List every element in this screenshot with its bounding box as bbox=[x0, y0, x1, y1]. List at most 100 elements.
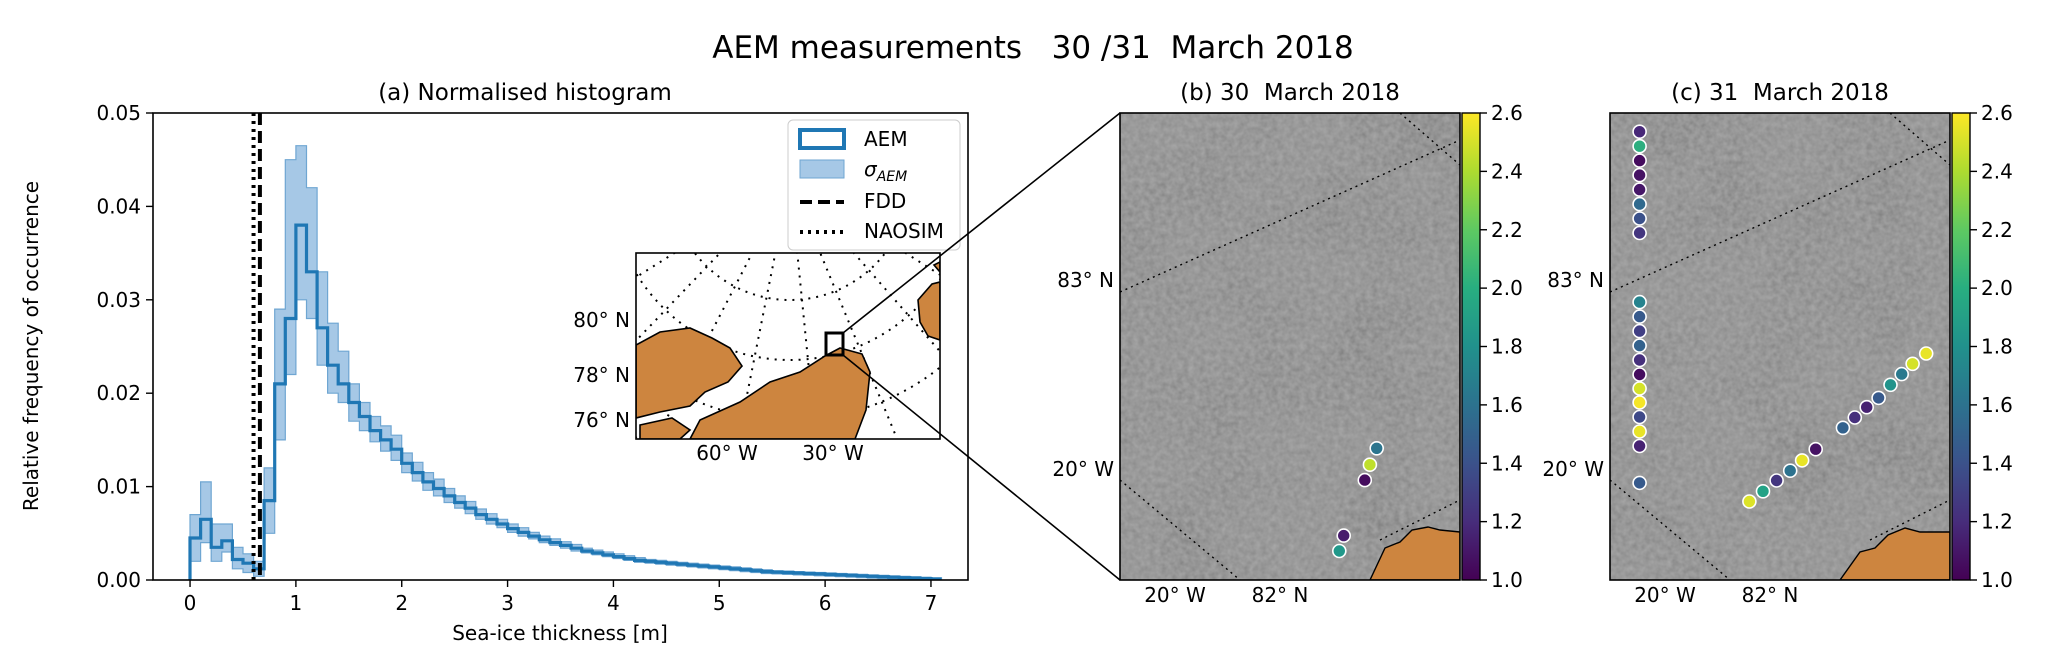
measurement-point bbox=[1918, 346, 1934, 361]
measurement-point bbox=[1632, 352, 1647, 368]
panel-c-grid-lon-2 bbox=[1889, 113, 1950, 166]
panel-a-title: (a) Normalised histogram bbox=[378, 80, 672, 106]
colorbar-tick-label: 1.4 bbox=[1981, 451, 2013, 475]
panel-a-legend: AEM σAEM FDD NAOSIM bbox=[787, 119, 961, 251]
colorbar-tick-label: 2.6 bbox=[1491, 101, 1523, 125]
inset-lat-label-76: 76° N bbox=[573, 408, 630, 432]
panel-c-land bbox=[1839, 527, 1950, 580]
measurement-point bbox=[1632, 438, 1647, 454]
panel-c-lon-label-82n: 82° N bbox=[1742, 583, 1799, 607]
measurement-point bbox=[1336, 528, 1351, 543]
zoom-connector-top bbox=[842, 112, 1121, 334]
measurement-point bbox=[1632, 196, 1647, 212]
panel-c-lat-label-83n: 83° N bbox=[1547, 268, 1604, 292]
colorbar-tick-label: 1.4 bbox=[1491, 451, 1523, 475]
panel-a-plot-area bbox=[188, 113, 943, 580]
panel-b-grid-lon-2 bbox=[1399, 113, 1460, 166]
legend-sigma-swatch bbox=[799, 159, 845, 179]
x-tick-label: 3 bbox=[501, 591, 514, 615]
measurement-point bbox=[1632, 475, 1647, 491]
measurement-point bbox=[1632, 409, 1647, 425]
x-tick-label: 4 bbox=[607, 591, 620, 615]
colorbar-tick-label: 1.8 bbox=[1491, 335, 1523, 359]
y-tick-label: 0.02 bbox=[96, 381, 141, 405]
inset-lat-label-80: 80° N bbox=[573, 308, 630, 332]
measurement-point bbox=[1632, 294, 1647, 310]
inset-lon-label-60w: 60° W bbox=[696, 441, 758, 465]
measurement-point bbox=[1632, 182, 1647, 197]
measurement-point bbox=[1632, 395, 1647, 410]
colorbar-tick-label: 1.0 bbox=[1491, 568, 1523, 592]
y-tick-label: 0.04 bbox=[96, 194, 141, 218]
measurement-point bbox=[1835, 420, 1851, 436]
panel-c-lon-label-20w: 20° W bbox=[1634, 583, 1696, 607]
inset-study-box bbox=[824, 331, 845, 357]
colorbar-tick-label: 2.2 bbox=[1981, 218, 2013, 242]
measurement-point bbox=[1905, 356, 1920, 372]
colorbar-tick-label: 2.4 bbox=[1981, 159, 2013, 183]
panel-b-land bbox=[1369, 526, 1460, 580]
figure-title: AEM measurements 30 /31 March 2018 bbox=[712, 30, 1354, 66]
panel-c-lat-label-20w: 20° W bbox=[1542, 457, 1604, 481]
legend-fdd-label: FDD bbox=[864, 189, 906, 213]
panel-b-grid-lat bbox=[1120, 139, 1460, 293]
panel-b-map: (b) 30 March 2018 83° N 20° W 20° W 82° … bbox=[1052, 80, 1522, 607]
measurement-point bbox=[1362, 457, 1378, 473]
legend-aem-swatch bbox=[798, 128, 846, 150]
panel-b-lat-label-20w: 20° W bbox=[1052, 457, 1114, 481]
panel-a-y-axis: 0.00 0.01 0.02 0.03 0.04 0.05 bbox=[96, 101, 153, 592]
inset-lon-label-30w: 30° W bbox=[802, 441, 864, 465]
measurement-point bbox=[1859, 399, 1874, 415]
colorbar-tick-label: 2.6 bbox=[1981, 101, 2013, 125]
panel-a-x-label: Sea-ice thickness [m] bbox=[452, 621, 668, 645]
panel-a-x-axis: 0 1 2 3 4 5 6 7 bbox=[184, 580, 937, 615]
colorbar-tick-label: 1.2 bbox=[1491, 510, 1523, 534]
x-tick-label: 6 bbox=[819, 591, 832, 615]
panel-b-lat-label-83n: 83° N bbox=[1057, 268, 1114, 292]
x-tick-label: 1 bbox=[290, 591, 303, 615]
y-tick-label: 0.03 bbox=[96, 288, 141, 312]
panel-c-colorbar: 1.0 1.2 1.4 1.6 1.8 2.0 2.2 2.4 2.6 bbox=[1951, 101, 2013, 592]
measurement-point bbox=[1632, 138, 1647, 154]
colorbar-tick-label: 2.0 bbox=[1491, 276, 1523, 300]
measurement-point bbox=[1632, 124, 1647, 139]
colorbar-tick-label: 1.6 bbox=[1491, 393, 1523, 417]
panel-c-grid-lat bbox=[1610, 139, 1950, 293]
measurement-point bbox=[1894, 366, 1909, 382]
y-tick-label: 0.05 bbox=[96, 101, 141, 125]
colorbar-tick-label: 2.4 bbox=[1491, 159, 1523, 183]
inset-map: 80° N 78° N 76° N 60° W 30° W bbox=[573, 252, 941, 465]
aem-step-line bbox=[188, 223, 942, 580]
measurement-point bbox=[1357, 472, 1373, 488]
measurement-point bbox=[1632, 381, 1647, 396]
measurement-point bbox=[1883, 377, 1898, 393]
measurement-point bbox=[1332, 543, 1347, 559]
inset-land bbox=[636, 261, 940, 439]
panel-c-grid-lon-1 bbox=[1610, 479, 1731, 580]
measurement-point bbox=[1632, 167, 1647, 183]
x-tick-label: 0 bbox=[184, 591, 197, 615]
colorbar-tick-label: 1.6 bbox=[1981, 393, 2013, 417]
panel-c-map: (c) 31 March 2018 83° N 20° W 20° W 82° … bbox=[1542, 80, 2012, 607]
measurement-point bbox=[1632, 367, 1647, 382]
panel-b-title: (b) 30 March 2018 bbox=[1180, 80, 1400, 106]
y-tick-label: 0.01 bbox=[96, 475, 141, 499]
measurement-point bbox=[1369, 440, 1384, 456]
colorbar-tick-label: 1.0 bbox=[1981, 568, 2013, 592]
measurement-point bbox=[1632, 424, 1647, 439]
panel-b-lon-label-20w: 20° W bbox=[1144, 583, 1206, 607]
legend-aem-label: AEM bbox=[864, 127, 908, 151]
colorbar-tick-label: 1.2 bbox=[1981, 510, 2013, 534]
measurement-point bbox=[1808, 441, 1823, 457]
measurement-point bbox=[1632, 309, 1647, 324]
x-tick-label: 2 bbox=[395, 591, 408, 615]
measurement-point bbox=[1871, 390, 1886, 406]
measurement-point bbox=[1632, 338, 1647, 353]
colorbar-tick-label: 2.2 bbox=[1491, 218, 1523, 242]
panel-a-y-label: Relative frequency of occurrence bbox=[19, 181, 43, 511]
measurement-point bbox=[1742, 494, 1757, 509]
measurement-point bbox=[1847, 410, 1863, 425]
x-tick-label: 5 bbox=[713, 591, 726, 615]
